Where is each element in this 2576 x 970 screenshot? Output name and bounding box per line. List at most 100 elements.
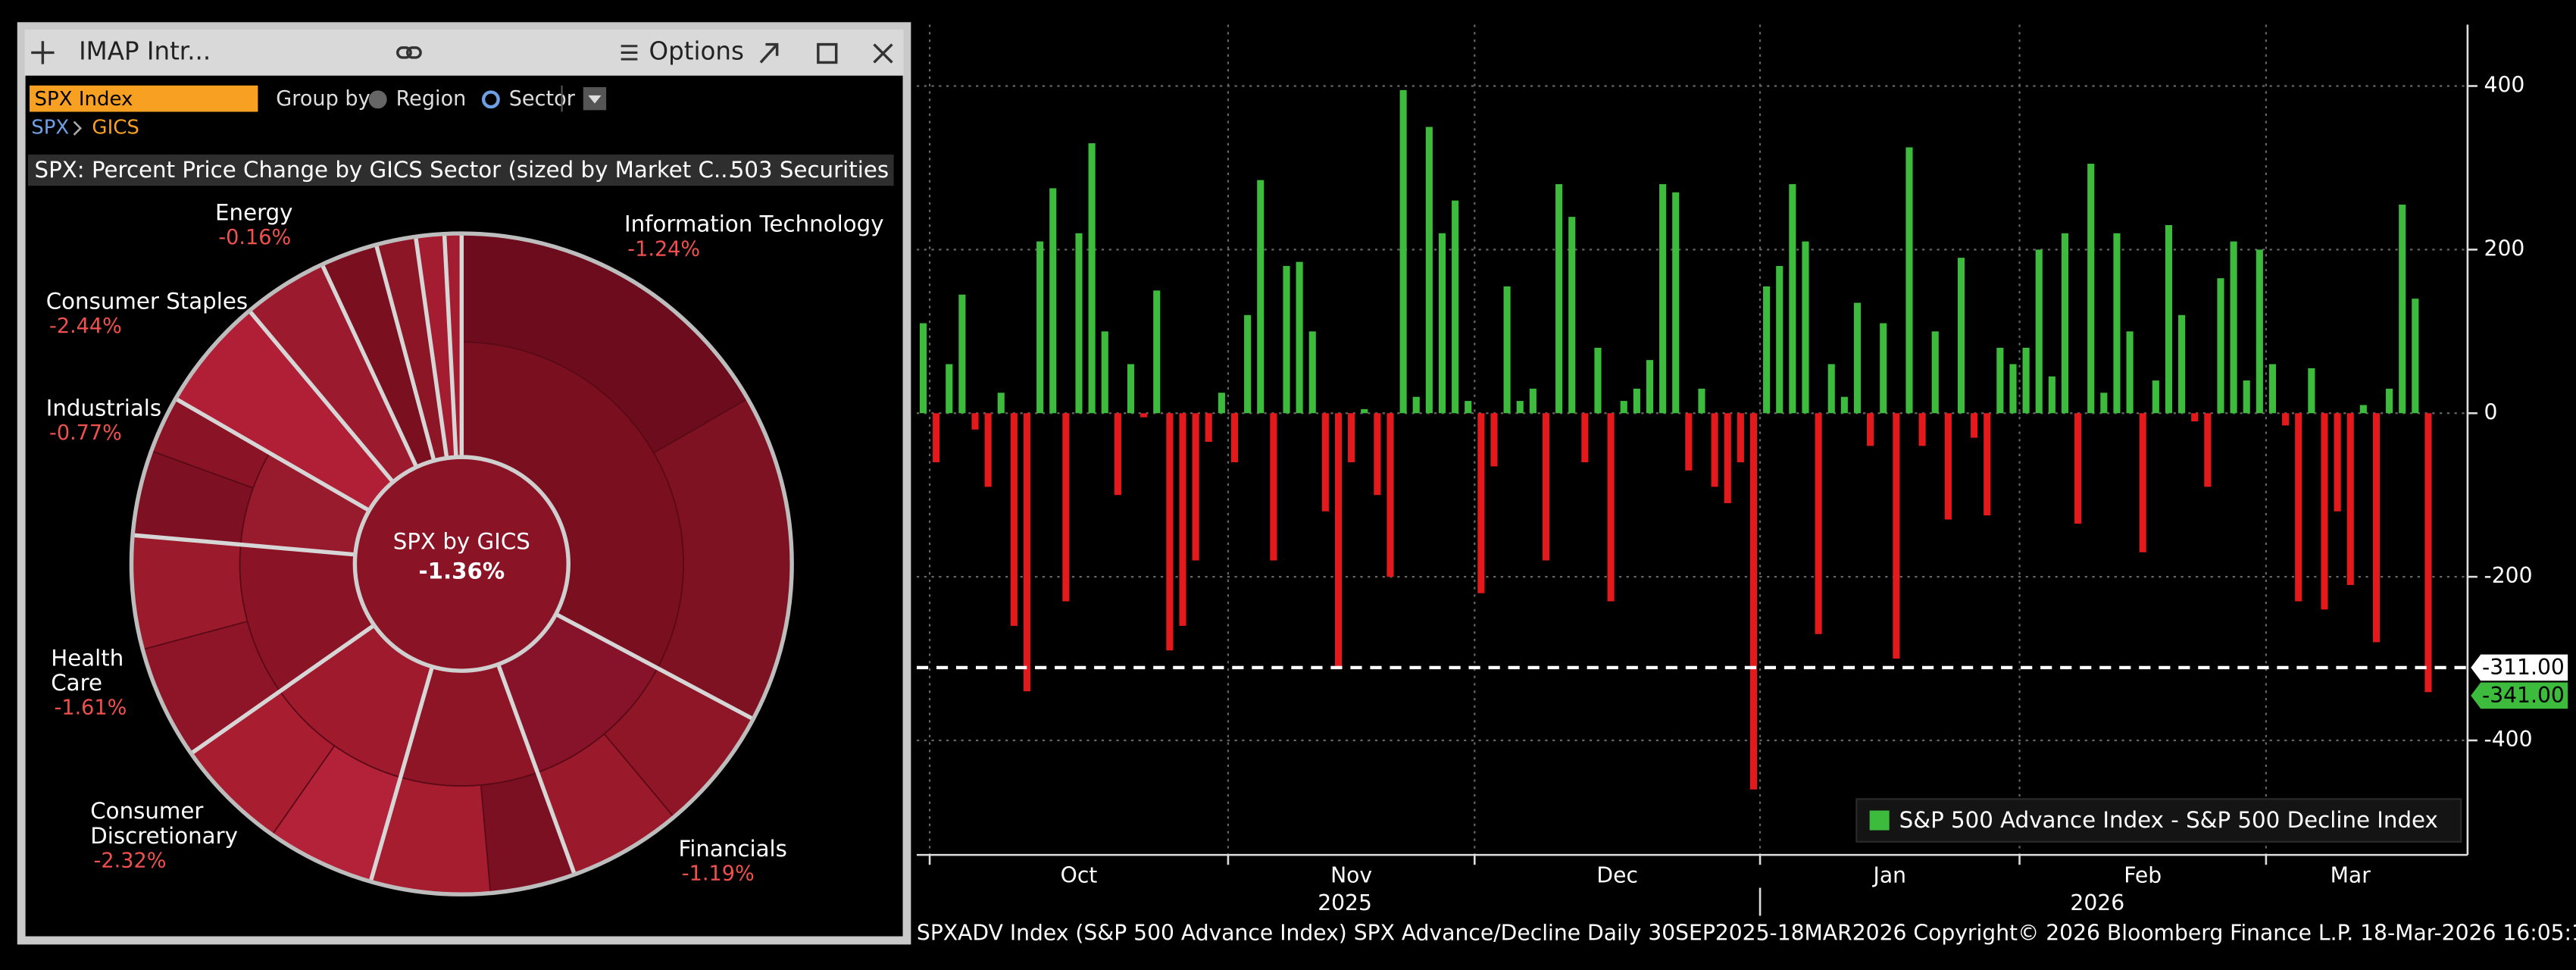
bar — [2334, 413, 2341, 512]
chart: -400 -200 0 200 400 Oct Nov Dec Jan Feb Mar 2025 202… — [916, 24, 2568, 916]
radio-label: Sector — [509, 87, 576, 111]
bar — [1646, 360, 1654, 414]
bar — [2268, 364, 2277, 414]
bar — [1374, 413, 1381, 496]
bar — [1205, 413, 1212, 443]
bar — [2048, 376, 2055, 414]
y-tick-label: -200 — [2484, 563, 2533, 588]
legend-label: S&P 500 Advance Index - S&P 500 Decline … — [1899, 807, 2438, 833]
sector-name: Care — [51, 670, 102, 696]
filter-arrow — [588, 95, 602, 104]
securities-count: 503 Securities — [730, 157, 889, 183]
x-tick-label: Dec — [1596, 862, 1638, 887]
bar — [1477, 413, 1485, 593]
bar — [1490, 413, 1498, 467]
sector-border — [374, 244, 436, 462]
bar — [1555, 184, 1563, 414]
bar — [1192, 413, 1199, 561]
bar — [2100, 393, 2108, 414]
bar — [1607, 413, 1615, 602]
bar — [1321, 413, 1329, 512]
sector-border — [368, 665, 435, 883]
x-tick-label: Mar — [2331, 862, 2371, 887]
bar — [1334, 413, 1343, 667]
legend-box — [1855, 798, 2462, 843]
bar — [1905, 147, 1913, 414]
legend-swatch — [1869, 810, 1890, 831]
window-title: IMAP Intr... — [79, 36, 211, 65]
bar — [971, 413, 979, 430]
x-tick-label: Jan — [1872, 862, 1906, 887]
bar — [2165, 224, 2173, 414]
breadcrumb-current[interactable]: GICS — [92, 117, 139, 139]
radio-button[interactable] — [368, 90, 387, 109]
last-value-tag-label: -341.00 — [2482, 683, 2565, 708]
bar — [1283, 265, 1290, 414]
sector-border — [189, 623, 376, 756]
bar — [2243, 380, 2250, 414]
bar — [1075, 233, 1083, 414]
bar — [1529, 388, 1537, 414]
sector-change: -0.77% — [49, 421, 122, 445]
bar — [1918, 413, 1926, 446]
bar — [1062, 413, 1070, 602]
sector-change: -1.61% — [55, 696, 127, 720]
bar — [1827, 364, 1835, 414]
bar — [2009, 364, 2017, 414]
close-button[interactable] — [873, 43, 893, 64]
bar — [1270, 413, 1277, 561]
bar — [1218, 393, 1225, 414]
bar — [984, 413, 992, 487]
bar — [1749, 413, 1758, 790]
security-input[interactable]: SPX Index — [35, 88, 133, 111]
bar — [2282, 413, 2290, 426]
y-tick-label: -400 — [2484, 727, 2533, 752]
radio-button[interactable] — [481, 90, 500, 109]
security-field[interactable] — [30, 85, 258, 112]
bar — [2399, 205, 2406, 414]
bar — [1931, 331, 1939, 414]
year-label: 2026 — [2070, 890, 2124, 915]
bar — [1049, 188, 1057, 414]
sunburst: SPX by GICS-1.36%Information Technology-… — [46, 200, 884, 896]
options-menu[interactable]: Options — [649, 36, 744, 65]
bar — [1308, 331, 1316, 414]
bar — [1996, 347, 2004, 414]
sector-name: Consumer — [90, 798, 204, 824]
sector-border — [555, 612, 755, 721]
menu-icon[interactable] — [621, 45, 638, 61]
bar — [1412, 396, 1420, 414]
bar — [2087, 164, 2095, 414]
link-icon[interactable] — [396, 46, 422, 59]
sector-name: Financials — [679, 836, 787, 862]
sector-name: Health — [51, 645, 123, 671]
bar — [2256, 249, 2263, 414]
x-tick-label: Feb — [2124, 862, 2162, 887]
bar — [1880, 323, 1887, 414]
bar — [1672, 192, 1680, 414]
bar — [1516, 401, 1524, 414]
center-disc — [352, 455, 571, 673]
x-tick-label: Nov — [1330, 862, 1372, 887]
move-icon[interactable] — [31, 41, 55, 64]
bar — [1036, 241, 1044, 414]
bar — [1659, 184, 1667, 414]
bar — [1088, 143, 1096, 414]
bar — [958, 294, 966, 414]
bar — [1594, 347, 1602, 414]
bar — [1127, 364, 1135, 414]
bar — [1425, 127, 1433, 414]
breadcrumb-root[interactable]: SPX — [31, 117, 69, 139]
bar — [1010, 413, 1018, 626]
bar — [933, 413, 940, 463]
bar — [919, 323, 927, 414]
group-by-label: Group by — [276, 87, 370, 111]
bar — [1698, 388, 1705, 414]
bar — [1348, 413, 1355, 463]
center-change: -1.36% — [418, 558, 505, 584]
maximize-button[interactable] — [817, 42, 838, 64]
bar — [1101, 331, 1108, 414]
popout-icon[interactable] — [759, 42, 779, 64]
